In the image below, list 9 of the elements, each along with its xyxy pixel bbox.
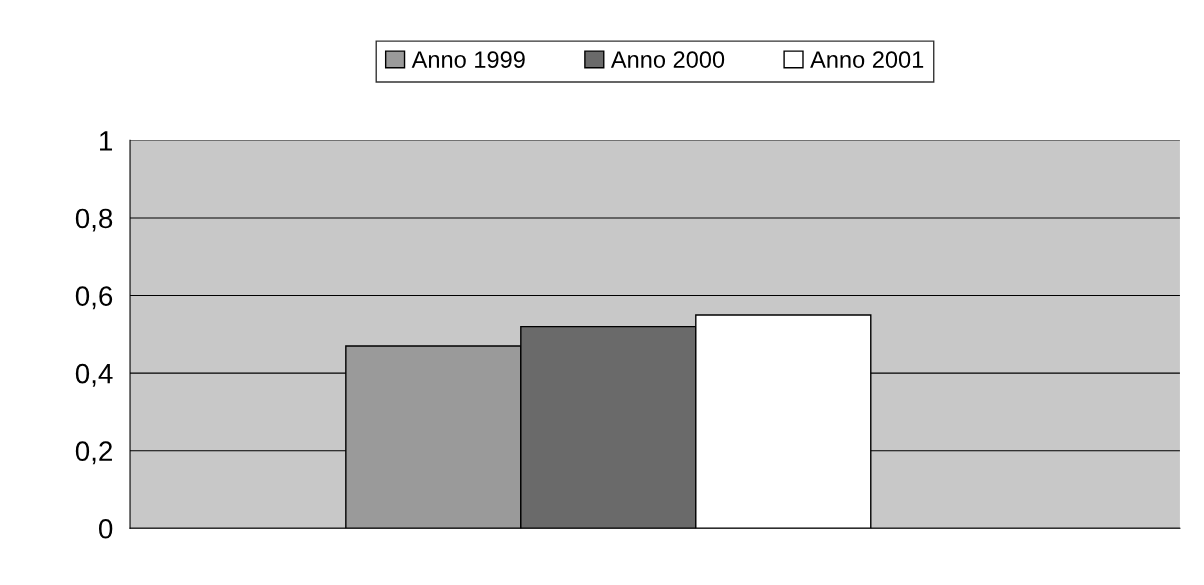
y-tick-label: 0,6 xyxy=(75,286,113,310)
y-tick-label: 0,8 xyxy=(75,208,113,232)
legend-label: Anno 2001 xyxy=(810,51,924,68)
legend-label: Anno 2000 xyxy=(610,51,725,68)
y-tick-label: 0,4 xyxy=(75,363,113,387)
legend-label: Anno 1999 xyxy=(411,51,525,68)
y-tick-label: 1 xyxy=(100,131,113,151)
y-tick-label: 0,2 xyxy=(75,441,112,465)
y-tick-label: 0 xyxy=(99,518,113,539)
